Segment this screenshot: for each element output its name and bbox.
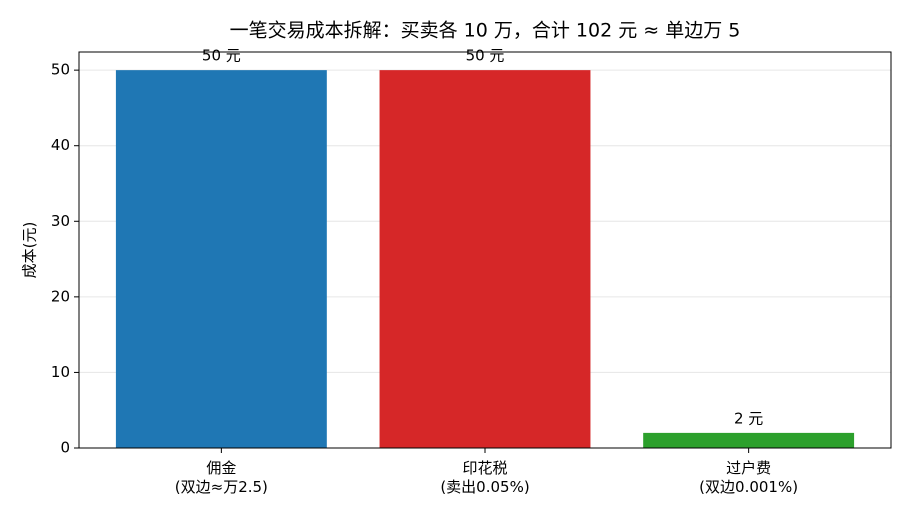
chart-title: 一笔交易成本拆解：买卖各 10 万，合计 102 元 ≈ 单边万 5 — [230, 20, 741, 42]
bar — [115, 70, 327, 449]
y-tick-label: 30 — [51, 212, 70, 230]
value-label: 2 元 — [734, 409, 763, 427]
value-label: 50 元 — [202, 47, 241, 65]
plot-frame — [78, 51, 892, 449]
y-tick-label: 40 — [51, 136, 70, 154]
y-tick-label: 20 — [51, 287, 70, 305]
y-tick-label: 0 — [60, 439, 70, 457]
y-tick-label: 10 — [51, 363, 70, 381]
y-tick-label: 50 — [51, 61, 70, 79]
x-tick-label: 过户费(双边0.001%) — [699, 459, 798, 496]
x-tick-label: 佣金(双边≈万2.5) — [175, 459, 268, 496]
value-label: 50 元 — [466, 47, 505, 65]
bar — [379, 70, 591, 449]
bar — [643, 432, 855, 448]
x-tick-label: 印花税(卖出0.05%) — [440, 459, 529, 496]
y-axis-label: 成本(元) — [21, 222, 39, 279]
